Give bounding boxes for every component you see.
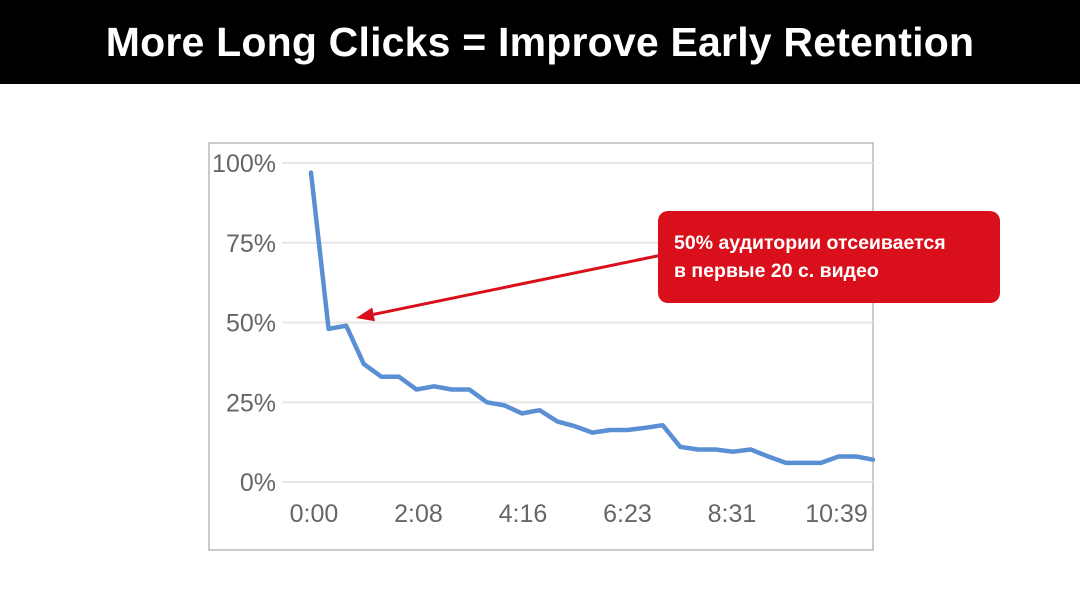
x-tick-label: 8:31	[708, 500, 757, 528]
retention-series-line	[308, 170, 876, 466]
x-tick-label: 10:39	[805, 500, 868, 528]
y-tick-label: 25%	[226, 389, 276, 417]
y-tick-label: 100%	[212, 150, 276, 178]
title-bar	[0, 0, 1080, 84]
callout-line-1: 50% аудитории отсеивается	[674, 232, 946, 254]
callout-line-2: в первые 20 с. видео	[674, 260, 879, 282]
y-tick-label: 50%	[226, 310, 276, 338]
y-axis-ticks: 100% 75% 50% 25% 0%	[212, 150, 276, 497]
y-tick-label: 0%	[240, 469, 276, 497]
y-tick-label: 75%	[226, 230, 276, 258]
x-tick-label: 4:16	[499, 500, 548, 528]
x-axis-ticks: 0:00 2:08 4:16 6:23 8:31 10:39	[290, 500, 868, 528]
x-tick-label: 6:23	[603, 500, 652, 528]
callout-box: 50% аудитории отсеивается в первые 20 с.…	[658, 211, 1000, 303]
callout-arrow	[356, 253, 663, 322]
callout-arrow-head	[356, 307, 375, 322]
slide-title: More Long Clicks = Improve Early Retenti…	[105, 19, 975, 65]
x-tick-label: 2:08	[394, 500, 443, 528]
chart-frame	[208, 142, 874, 551]
x-tick-label: 0:00	[290, 500, 339, 528]
series-layer	[308, 170, 876, 466]
callout-arrow-shaft	[373, 253, 663, 316]
